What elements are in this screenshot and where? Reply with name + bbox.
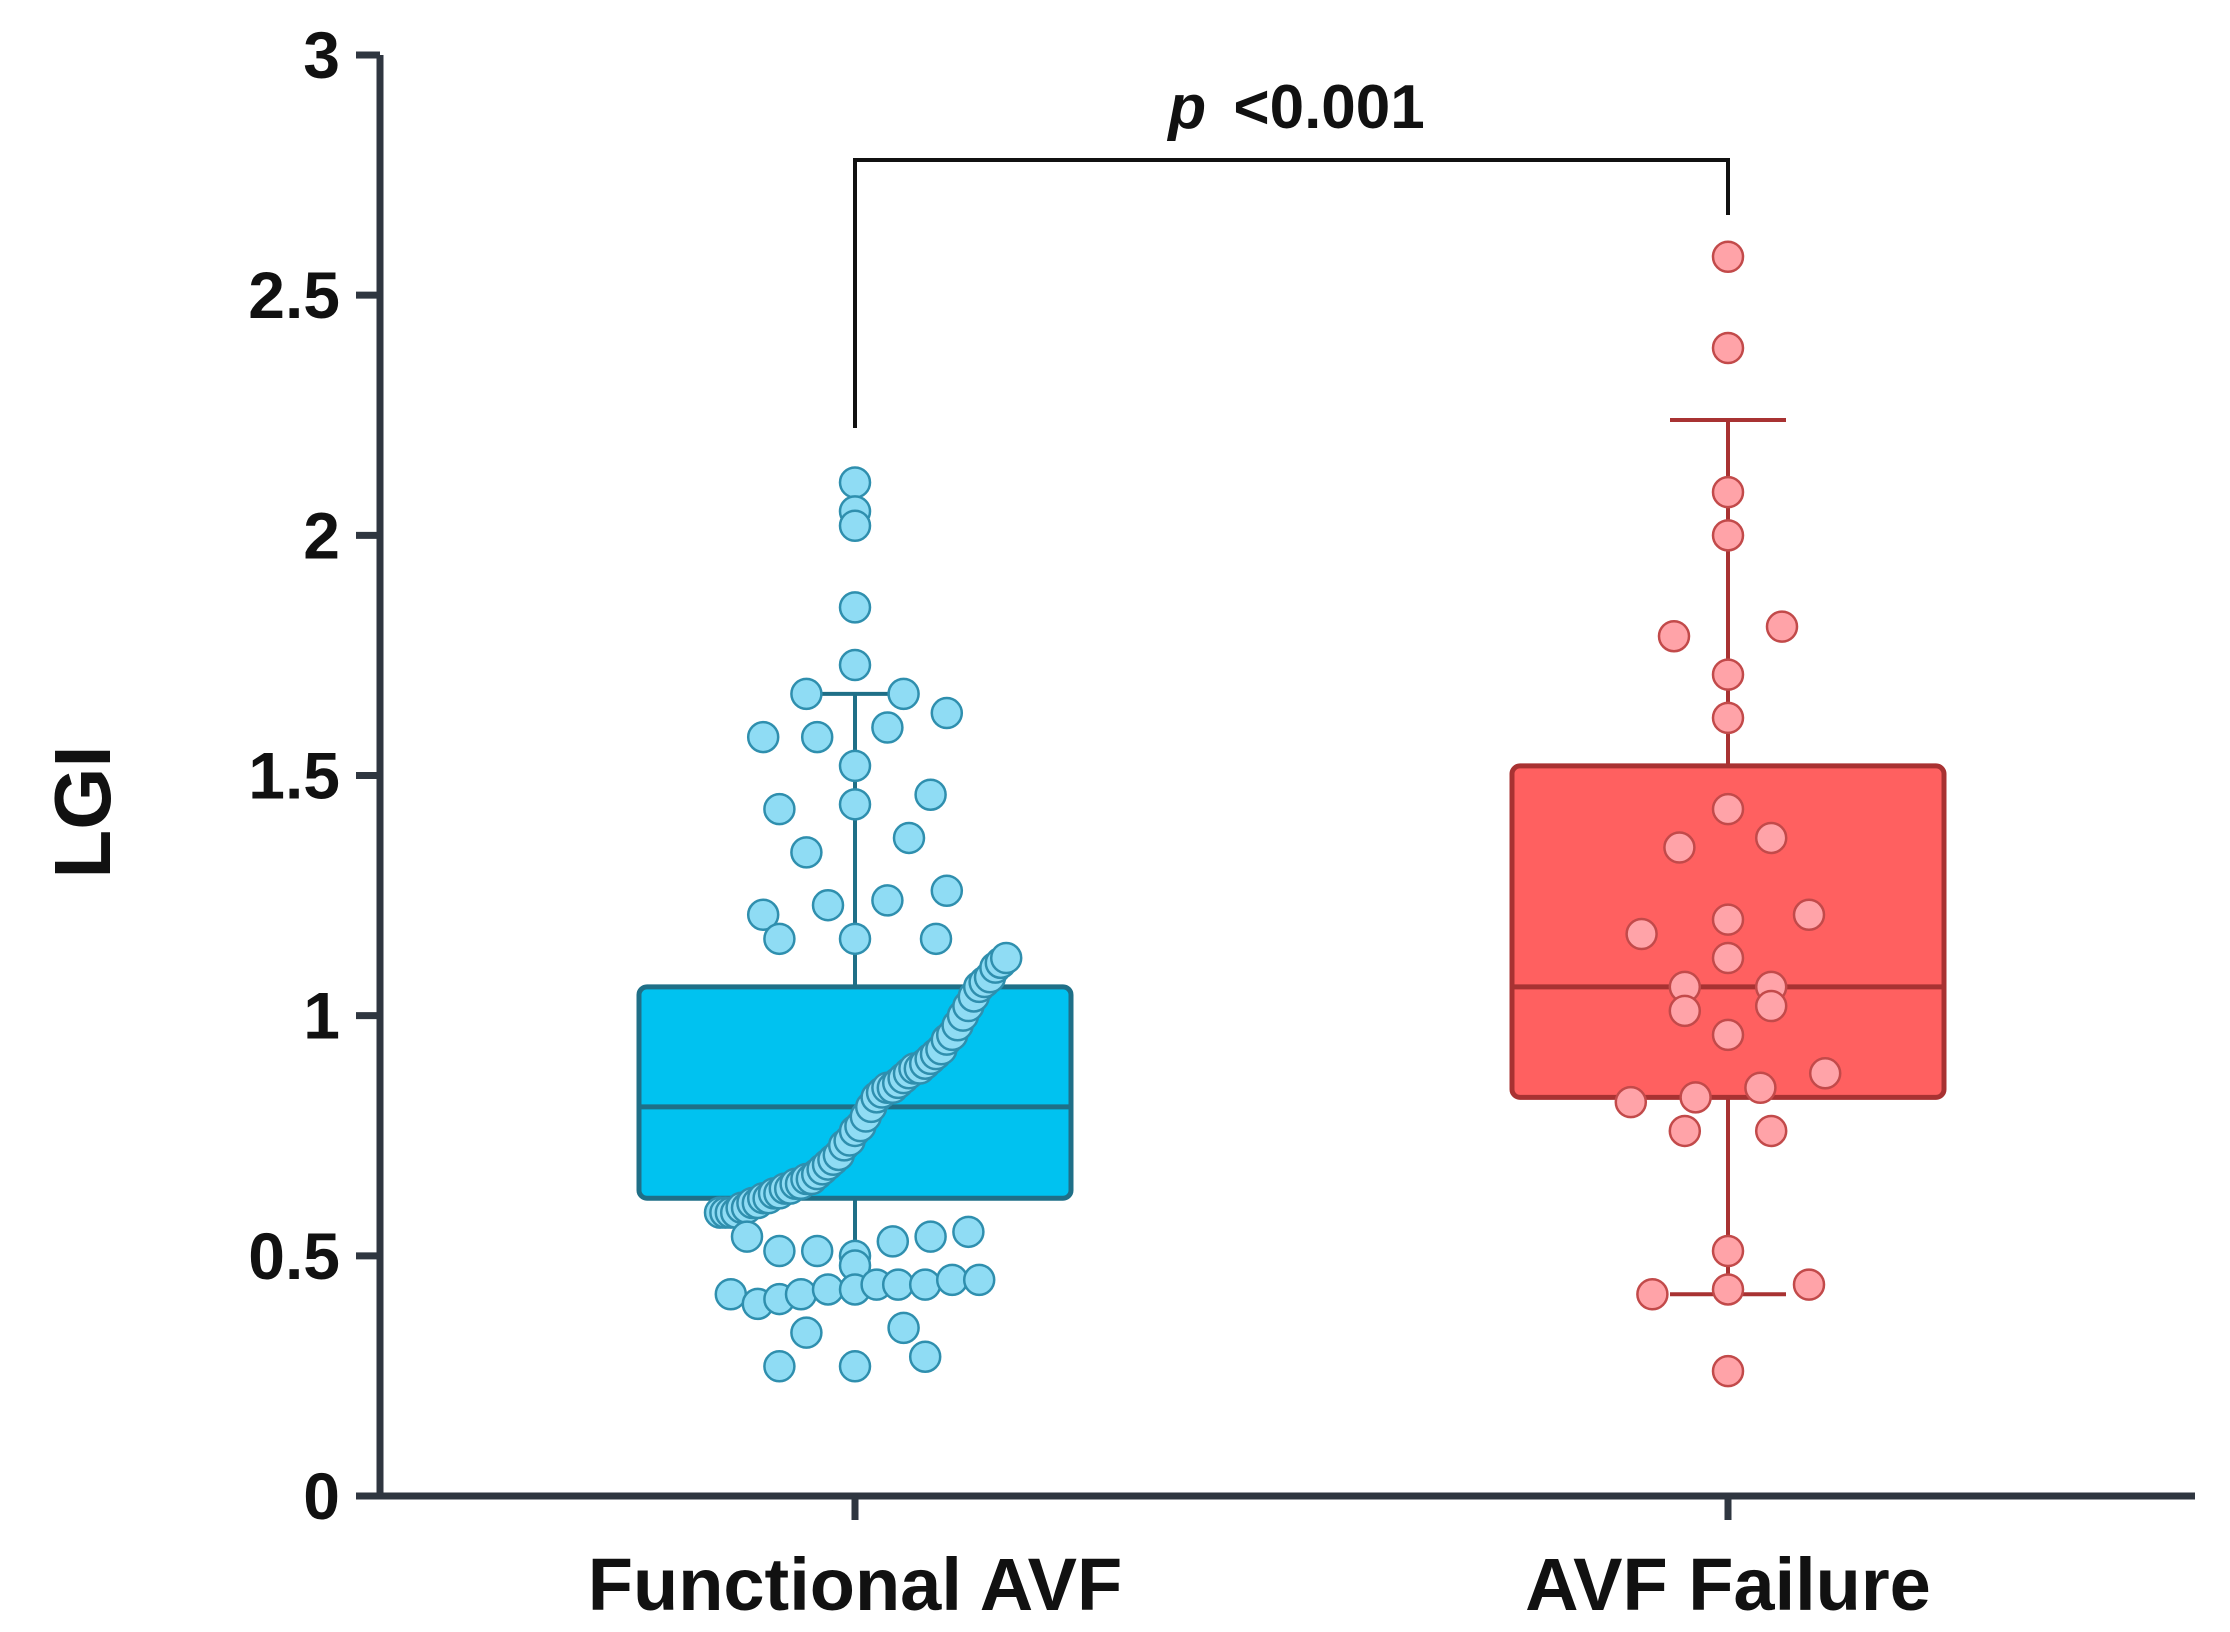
x-category-label: Functional AVF bbox=[588, 1543, 1122, 1626]
data-point bbox=[800, 1234, 834, 1268]
data-point bbox=[914, 1220, 947, 1253]
data-point bbox=[1792, 898, 1826, 932]
data-point bbox=[1711, 240, 1745, 273]
data-point bbox=[962, 1263, 996, 1297]
y-tick-label: 2 bbox=[303, 498, 340, 572]
data-point bbox=[763, 922, 796, 956]
data-point bbox=[763, 792, 796, 826]
data-point bbox=[908, 1340, 942, 1373]
data-point bbox=[1663, 831, 1696, 864]
data-point bbox=[714, 1278, 748, 1311]
data-point bbox=[746, 898, 780, 932]
significance-bracket bbox=[853, 158, 1730, 428]
data-point bbox=[1711, 331, 1745, 365]
data-point bbox=[838, 648, 872, 682]
data-point bbox=[908, 1268, 942, 1301]
p-value-label: p <0.001 bbox=[1166, 73, 1424, 142]
data-point bbox=[1711, 1354, 1745, 1388]
data-point bbox=[838, 591, 872, 624]
data-point bbox=[1679, 1081, 1712, 1114]
data-point bbox=[1808, 1057, 1842, 1090]
data-points bbox=[703, 466, 1023, 1383]
data-point bbox=[1636, 1278, 1669, 1311]
data-point bbox=[952, 1215, 985, 1249]
data-point bbox=[1668, 1114, 1702, 1148]
y-tick-labels: 0 0.5 1 1.5 2 2.5 3 bbox=[248, 18, 340, 1533]
data-point bbox=[892, 821, 926, 855]
data-point bbox=[1754, 989, 1788, 1023]
data-point bbox=[1711, 475, 1745, 509]
data-point bbox=[790, 1316, 823, 1349]
data-point bbox=[838, 749, 872, 783]
data-point bbox=[1744, 1071, 1777, 1104]
box-iqr bbox=[636, 984, 1074, 1201]
data-point bbox=[1614, 1085, 1648, 1119]
data-point bbox=[838, 1350, 872, 1383]
data-point bbox=[784, 1278, 818, 1311]
data-point bbox=[989, 941, 1023, 975]
data-point bbox=[746, 720, 780, 754]
data-points bbox=[1614, 240, 1842, 1388]
data-point bbox=[1711, 1273, 1745, 1306]
data-point bbox=[1625, 917, 1658, 951]
data-point bbox=[871, 711, 904, 744]
data-point bbox=[1711, 658, 1745, 691]
data-point bbox=[763, 1350, 796, 1383]
p-symbol: p bbox=[1166, 73, 1206, 142]
data-point bbox=[1711, 1234, 1745, 1268]
y-axis-label: LGI bbox=[38, 745, 127, 878]
y-tick-label: 2.5 bbox=[248, 258, 340, 332]
significance-annotation: p <0.001 bbox=[853, 73, 1730, 428]
data-point bbox=[914, 778, 947, 811]
box-group bbox=[1509, 240, 1947, 1388]
box-group bbox=[636, 466, 1074, 1383]
data-point bbox=[838, 788, 872, 821]
data-point bbox=[887, 1311, 920, 1345]
data-point bbox=[876, 1225, 910, 1258]
data-point bbox=[1765, 610, 1799, 643]
data-point bbox=[930, 696, 964, 730]
data-point bbox=[1711, 903, 1745, 936]
y-tick-label: 0 bbox=[303, 1459, 340, 1533]
y-tick-label: 0.5 bbox=[248, 1219, 340, 1293]
data-point bbox=[730, 1220, 764, 1253]
data-point bbox=[1711, 941, 1745, 975]
data-point bbox=[790, 836, 823, 869]
data-point bbox=[1711, 519, 1745, 552]
data-point bbox=[811, 888, 845, 922]
data-point bbox=[1711, 701, 1745, 735]
data-point bbox=[1711, 1018, 1745, 1052]
data-point bbox=[800, 720, 834, 754]
data-point bbox=[790, 677, 823, 711]
data-point bbox=[1754, 1114, 1788, 1148]
y-tick-label: 3 bbox=[303, 18, 340, 92]
y-tick-label: 1.5 bbox=[248, 739, 340, 813]
data-point bbox=[881, 1268, 915, 1301]
data-point bbox=[811, 1273, 845, 1306]
data-point bbox=[1754, 821, 1788, 855]
data-point bbox=[838, 922, 872, 956]
data-point bbox=[1668, 994, 1702, 1028]
data-point bbox=[1657, 619, 1691, 653]
data-point bbox=[935, 1263, 969, 1297]
x-category-label: AVF Failure bbox=[1525, 1543, 1931, 1626]
data-point bbox=[838, 466, 872, 499]
data-point bbox=[919, 922, 953, 956]
data-point bbox=[1792, 1268, 1826, 1301]
data-point bbox=[838, 509, 872, 542]
box-groups bbox=[636, 240, 1947, 1388]
data-point bbox=[763, 1234, 796, 1268]
axes bbox=[356, 51, 2195, 1520]
data-point bbox=[930, 874, 964, 908]
category-labels: Functional AVF AVF Failure bbox=[588, 1543, 1931, 1626]
data-point bbox=[887, 677, 920, 711]
data-point bbox=[1711, 792, 1745, 826]
y-tick-label: 1 bbox=[303, 979, 340, 1053]
data-point bbox=[871, 884, 904, 917]
p-value: <0.001 bbox=[1233, 73, 1424, 142]
